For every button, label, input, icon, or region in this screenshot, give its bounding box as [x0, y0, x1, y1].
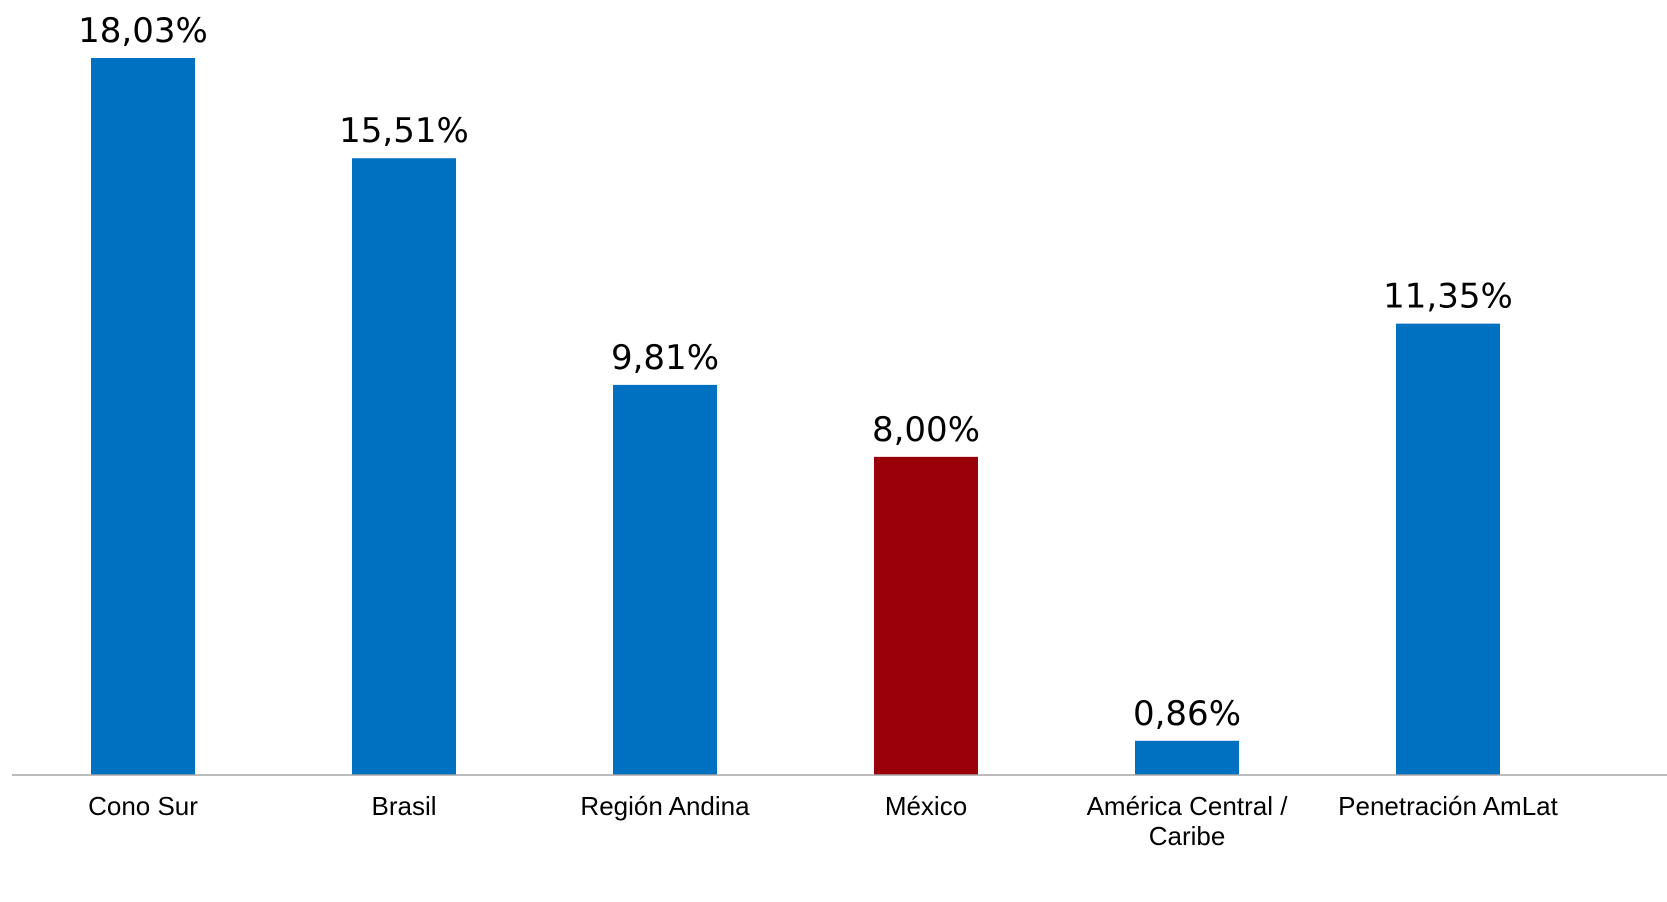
value-label-3: 8,00%: [872, 410, 980, 450]
value-labels-group: 18,03% 15,51% 9,81% 8,00% 0,86% 11,35%: [78, 11, 1513, 734]
category-label-4: América Central / Caribe: [1087, 791, 1289, 851]
value-label-1: 15,51%: [339, 111, 469, 151]
bar-5: [1396, 323, 1500, 775]
category-label-line: Cono Sur: [88, 791, 198, 821]
bar-3: [874, 456, 978, 775]
value-label-0: 18,03%: [78, 11, 208, 51]
bar-1: [352, 158, 456, 775]
category-label-1: Brasil: [371, 791, 436, 821]
category-label-line: Brasil: [371, 791, 436, 821]
bar-2: [613, 384, 717, 775]
bar-0: [91, 58, 195, 775]
bar-4: [1135, 740, 1239, 775]
category-label-5: Penetración AmLat: [1338, 791, 1558, 821]
category-label-0: Cono Sur: [88, 791, 198, 821]
value-label-2: 9,81%: [611, 338, 719, 378]
value-label-5: 11,35%: [1383, 277, 1513, 317]
category-labels-group: Cono Sur Brasil Región Andina México América…: [88, 791, 1559, 851]
value-label-4: 0,86%: [1133, 694, 1241, 734]
bars-group: [91, 58, 1500, 775]
category-label-line: Caribe: [1149, 821, 1226, 851]
category-label-line: Región Andina: [580, 791, 750, 821]
category-label-line: América Central /: [1087, 791, 1289, 821]
category-label-line: México: [885, 791, 967, 821]
category-label-2: Región Andina: [580, 791, 750, 821]
category-label-line: Penetración AmLat: [1338, 791, 1558, 821]
category-label-3: México: [885, 791, 967, 821]
